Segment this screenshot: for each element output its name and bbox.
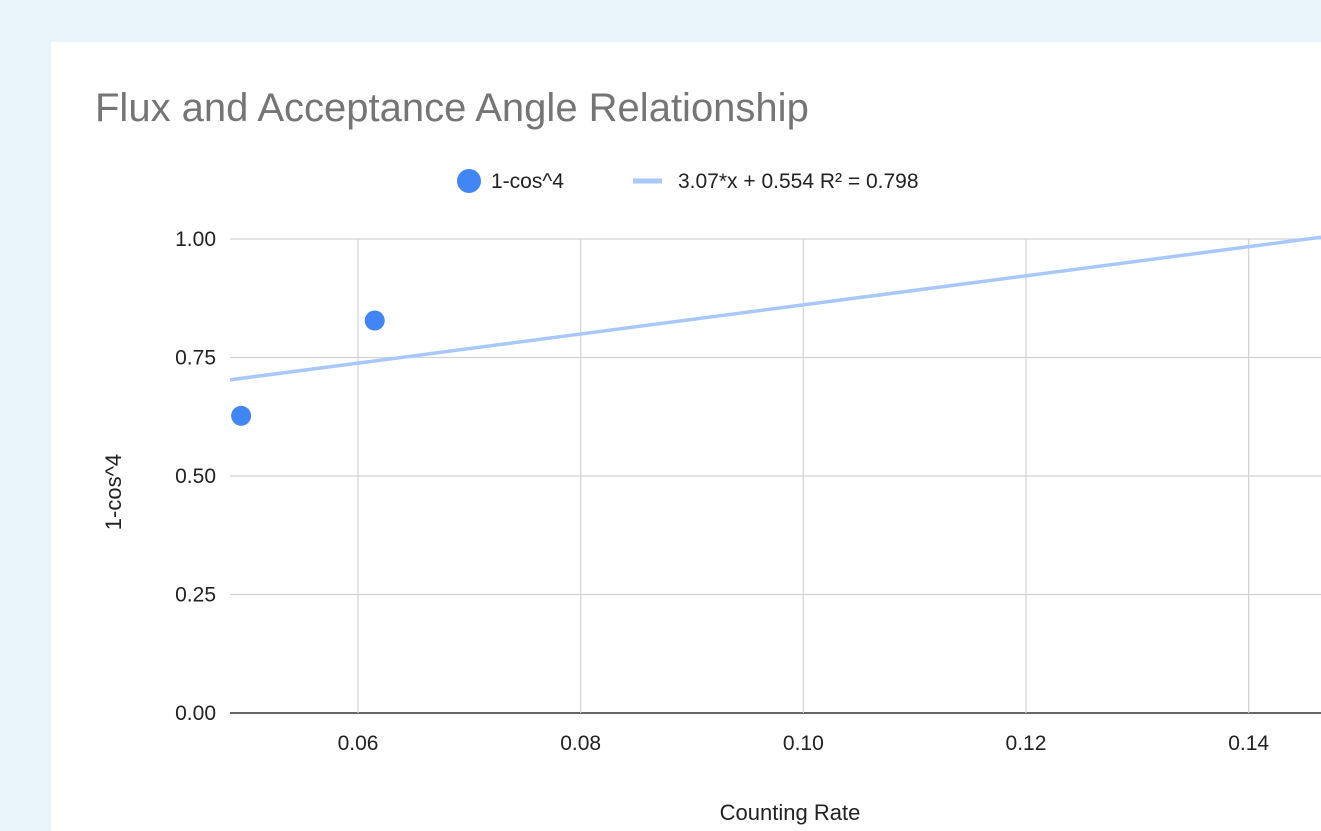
chart-title: Flux and Acceptance Angle Relationship <box>95 86 809 130</box>
legend-label-trendline: 3.07*x + 0.554 R² = 0.798 <box>678 170 919 193</box>
x-axis-title: Counting Rate <box>720 800 861 825</box>
x-tick-label: 0.14 <box>1228 732 1269 755</box>
x-tick-label: 0.10 <box>783 732 824 755</box>
chart-svg: 0.00 0.25 0.50 0.75 1.00 0.06 0.08 0.10 0.12 0.14… <box>101 169 1321 825</box>
chart-card: Flux and Acceptance Angle Relationship 0… <box>51 42 1321 831</box>
legend-marker-scatter <box>457 169 481 193</box>
x-tick-label: 0.06 <box>338 732 379 755</box>
data-point <box>231 405 252 426</box>
x-tick-label: 0.08 <box>560 732 601 755</box>
y-tick-label: 0.50 <box>175 465 216 488</box>
y-tick-label: 0.00 <box>175 702 216 725</box>
data-point <box>364 310 385 331</box>
y-tick-label: 0.75 <box>175 347 216 370</box>
y-tick-label: 1.00 <box>175 228 216 251</box>
y-tick-label: 0.25 <box>175 584 216 607</box>
y-axis-title: 1-cos^4 <box>101 454 126 530</box>
x-tick-label: 0.12 <box>1006 732 1047 755</box>
trendline <box>229 235 1321 382</box>
legend-label-scatter: 1-cos^4 <box>491 170 564 193</box>
